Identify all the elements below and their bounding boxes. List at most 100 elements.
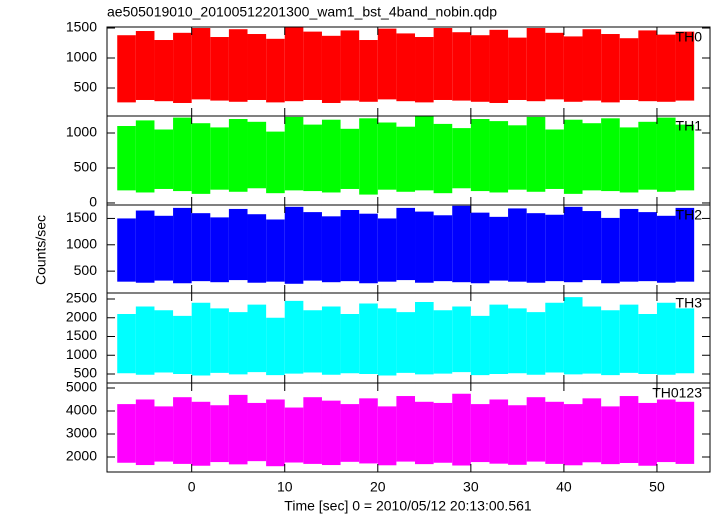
range-bar [247,34,267,100]
x-tick-label: 10 [277,479,293,495]
range-bar [545,129,564,189]
range-bar [619,396,639,463]
range-bar [228,208,248,281]
range-bar [545,302,564,373]
range-bar [601,217,620,284]
range-bar [582,398,602,463]
y-tick-label: 500 [74,262,98,278]
range-bar [656,215,676,283]
range-bar [433,402,453,463]
range-bar [154,129,174,189]
range-bar [340,210,360,282]
range-bar [377,28,397,100]
panel-label: TH3 [676,295,703,311]
range-bar [284,300,304,374]
range-bar [266,219,285,282]
range-bar [359,398,378,464]
range-bar [396,312,416,373]
range-bar [433,123,453,194]
range-bar [656,34,676,102]
range-bar [638,402,657,466]
range-bar [303,31,322,100]
chart-title: ae505019010_20100512201300_wam1_bst_4ban… [107,4,497,20]
range-bar [228,394,248,465]
range-bar [545,401,564,464]
range-bar [173,117,192,192]
range-bar [601,34,620,103]
range-bar [563,404,583,466]
panel-label: TH0123 [652,385,702,401]
range-bar [619,208,639,282]
range-bar [340,314,360,374]
range-bar [656,117,676,192]
range-bar [359,40,378,102]
range-bar [433,310,453,374]
range-bar [154,40,174,102]
range-bar [582,123,602,191]
range-bar [117,126,136,191]
range-bar [508,308,527,374]
range-bar [284,27,304,102]
range-bar [377,218,397,282]
range-bar [638,314,657,374]
range-bar [135,31,155,100]
range-bar [563,206,583,283]
range-bar [210,217,229,283]
range-bar [191,123,211,194]
range-bar [508,208,527,282]
range-bar [247,402,267,462]
y-tick-label: 2500 [66,290,97,306]
range-bar [359,303,378,374]
x-tick-label: 30 [463,479,479,495]
range-bar [284,206,304,284]
range-bar [470,315,490,376]
range-bar [452,205,471,283]
range-bar [452,128,471,189]
range-bar [508,125,527,190]
range-bar [266,399,285,467]
range-bar [191,213,211,282]
range-bar [619,304,639,373]
range-bar [526,28,546,102]
range-bar [117,218,136,282]
range-bar [247,121,267,189]
panel-frame [106,382,711,473]
range-bar [228,29,248,102]
range-bar [191,302,211,376]
y-tick-label: 2000 [66,308,97,324]
range-bar [266,38,285,103]
range-bar [396,33,416,102]
range-bar [470,404,490,463]
range-bar [359,118,378,195]
range-bar [321,35,341,103]
range-bar [284,116,304,191]
panel-label: TH2 [676,207,703,223]
x-axis-label: Time [sec] 0 = 2010/05/12 20:13:00.561 [284,498,532,514]
range-bar [135,399,155,466]
range-bar [415,116,434,191]
range-bar [452,393,471,466]
y-tick-label: 1000 [66,49,97,65]
range-bar [321,216,341,283]
panel-label: TH1 [676,118,703,134]
range-bar [638,30,657,102]
range-bar [191,401,211,466]
range-bar [601,310,620,376]
range-bar [154,310,174,373]
range-bar [452,32,471,101]
range-bar [377,406,397,466]
range-bar [396,126,416,192]
range-bar [563,36,583,102]
range-bar [173,397,192,464]
range-bar [303,212,322,281]
range-bar [303,124,322,192]
range-bar [526,213,546,283]
y-tick-label: 2000 [66,448,97,464]
range-bar [321,119,341,193]
range-bar [303,310,322,373]
range-bar [154,215,174,281]
range-bar [340,128,360,189]
range-bar [489,399,509,464]
range-bar [526,116,546,192]
